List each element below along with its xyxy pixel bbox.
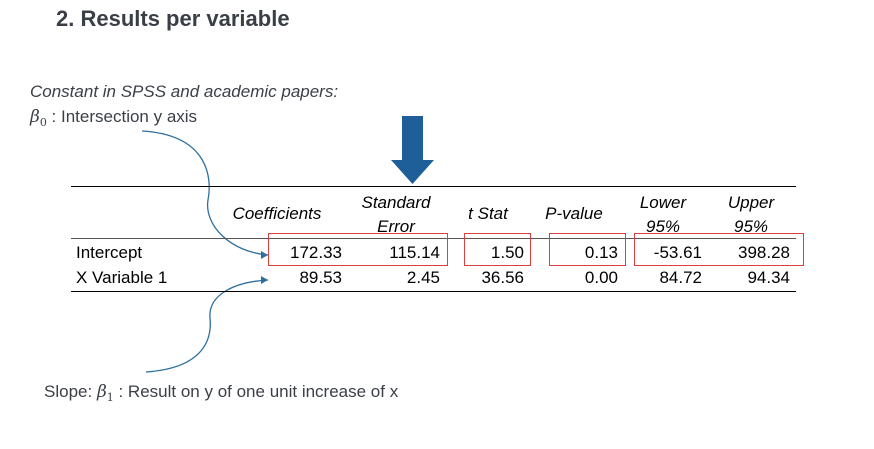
row-intercept-coefficients: 172.33	[290, 243, 342, 262]
down-arrow-icon	[391, 116, 434, 184]
header-t-stat: t Stat	[468, 204, 508, 223]
header-upper-line1: Upper	[727, 193, 775, 212]
slope-note: Slope: β1 : Result on y of one unit incr…	[44, 382, 399, 404]
row-xvariable-t-stat: 36.56	[481, 268, 524, 287]
beta0-text: : Intersection y axis	[46, 107, 198, 126]
constant-note: Constant in SPSS and academic papers:	[30, 82, 339, 101]
row-xvariable-std-error: 2.45	[406, 268, 440, 287]
curve-arrowhead-xvariable	[261, 276, 268, 284]
slope-text: : Result on y of one unit increase of x	[113, 382, 399, 401]
beta0-subscript: 0	[39, 116, 47, 129]
table-bottom-rule	[71, 291, 796, 292]
slope-prefix: Slope:	[44, 382, 97, 401]
row-intercept-label: Intercept	[76, 243, 143, 262]
header-upper-line2: 95%	[733, 217, 769, 236]
header-std-error-line1: Standard	[361, 193, 431, 212]
row-xvariable-coefficients: 89.53	[299, 268, 342, 287]
highlight-box-pvalue	[549, 233, 626, 266]
header-p-value: P-value	[545, 204, 603, 223]
beta0-note: β0 : Intersection y axis	[30, 107, 198, 129]
header-std-error-line2: Error	[377, 217, 415, 236]
curve-to-xvariable	[145, 279, 269, 373]
page-title: 2. Results per variable	[56, 6, 290, 31]
curve-arrowhead-intercept	[261, 251, 268, 259]
row-xvariable-label: X Variable 1	[76, 268, 168, 287]
header-lower-line2: 95%	[645, 217, 681, 236]
row-intercept-p-value: 0.13	[584, 243, 618, 262]
highlight-box-tstat	[464, 233, 531, 266]
header-coefficients: Coefficients	[232, 204, 322, 223]
header-lower-line1: Lower	[639, 193, 687, 212]
row-intercept-upper: 398.28	[738, 243, 790, 262]
highlight-box-confidence	[634, 233, 804, 266]
row-intercept-lower: -53.61	[653, 243, 702, 262]
beta0-symbol: β	[30, 107, 40, 127]
row-intercept-std-error: 115.14	[389, 243, 440, 262]
row-xvariable-upper: 94.34	[747, 268, 790, 287]
highlight-box-coef-stderr	[268, 233, 448, 266]
beta1-symbol: β	[96, 382, 107, 402]
curve-to-intercept	[141, 130, 269, 256]
table-header-rule	[71, 238, 796, 239]
row-intercept-t-stat: 1.50	[490, 243, 524, 262]
table-top-rule	[71, 186, 796, 187]
beta1-subscript: 1	[106, 391, 114, 404]
row-xvariable-p-value: 0.00	[584, 268, 618, 287]
row-xvariable-lower: 84.72	[659, 268, 702, 287]
